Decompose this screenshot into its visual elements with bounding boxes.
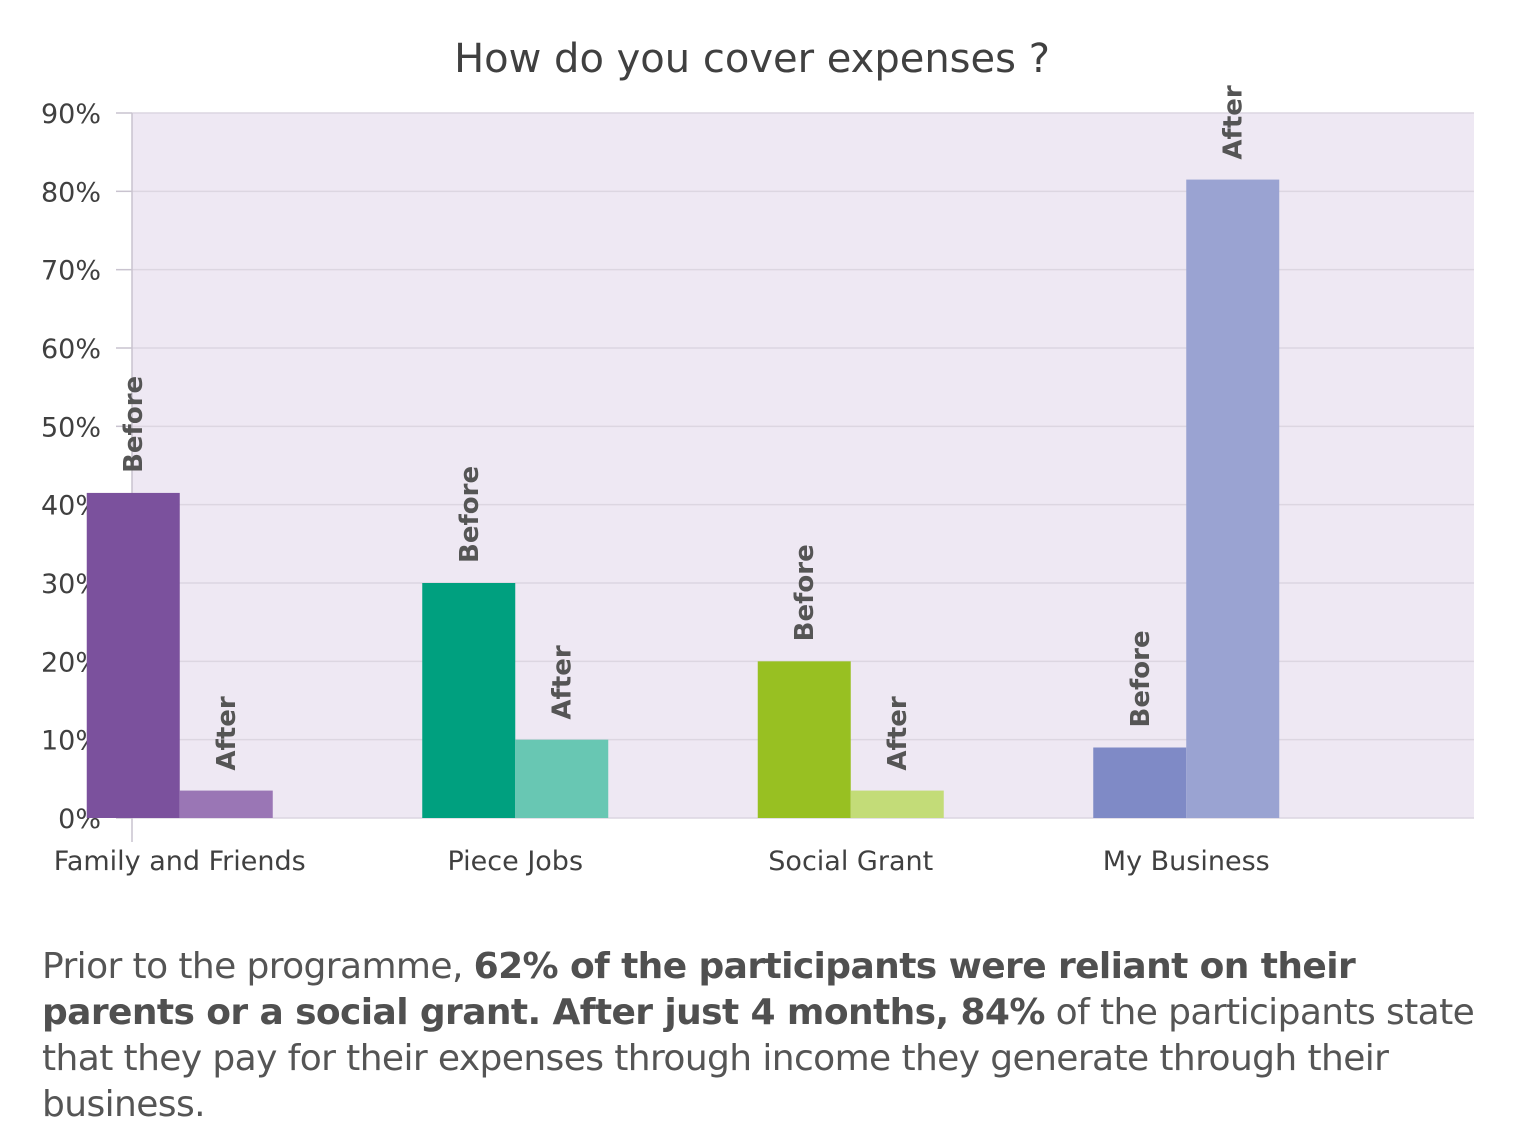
y-tick-label: 50%: [41, 412, 101, 443]
bar-before: [422, 583, 516, 818]
y-tick-label: 90%: [41, 99, 101, 130]
x-tick-label: Social Grant: [768, 846, 933, 877]
caption-text: of the participants state that they pay …: [42, 992, 1475, 1125]
bar-label-before: Before: [455, 466, 485, 563]
bar-label-after: After: [548, 645, 578, 719]
y-tick-label: 80%: [41, 177, 101, 208]
bar-before: [1093, 747, 1187, 818]
bar-label-after: After: [883, 696, 913, 770]
y-tick-label: 60%: [41, 334, 101, 365]
bar-before: [86, 492, 180, 818]
bar-after: [179, 790, 273, 818]
bar-label-before: Before: [1126, 630, 1156, 727]
bar-after: [1186, 179, 1280, 819]
bar-label-after: After: [1219, 85, 1249, 159]
bars: Before After Before After Before After Before A…: [86, 85, 1280, 819]
x-axis-ticks: Family and Friends Piece Jobs Social Grant…: [54, 846, 1270, 877]
x-tick-label: Family and Friends: [54, 846, 306, 877]
x-tick-label: Piece Jobs: [447, 846, 583, 877]
bar-chart: 0%10%20%30%40%50%60%70%80%90% BeforeAfte…: [41, 36, 1474, 877]
bar-before: [757, 661, 851, 818]
x-tick-label: My Business: [1103, 846, 1270, 877]
bar-after: [515, 739, 609, 818]
y-tick-label: 70%: [41, 256, 101, 287]
summary-caption: Prior to the programme, 62% of the parti…: [42, 944, 1492, 1128]
caption-highlight: 62% of the participants were reliant on …: [42, 946, 1356, 1033]
bar-label-after: After: [212, 696, 242, 770]
bar-label-before: Before: [790, 544, 820, 641]
bar-after: [850, 790, 944, 818]
chart-title: How do you cover expenses ?: [454, 36, 1050, 82]
caption-text: Prior to the programme,: [42, 946, 474, 987]
bar-label-before: Before: [119, 376, 149, 473]
